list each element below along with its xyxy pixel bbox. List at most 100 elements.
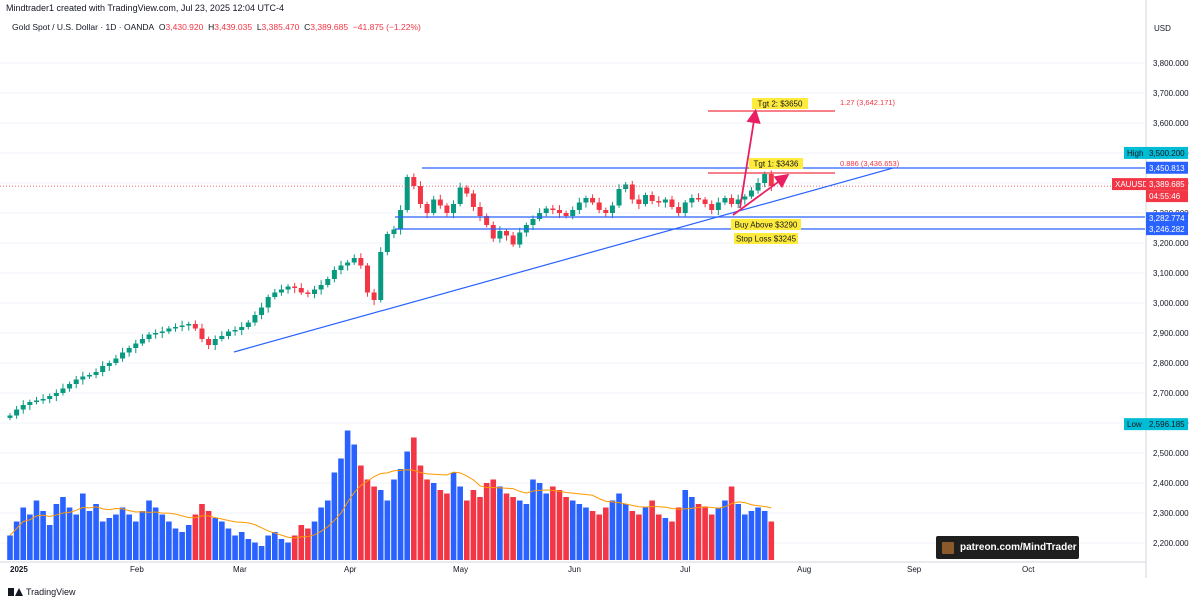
- volume-bar: [728, 486, 735, 560]
- volume-bar: [139, 511, 146, 560]
- candle-body: [451, 204, 457, 213]
- buy-tag-bg: [731, 219, 801, 230]
- volume-bar: [13, 521, 20, 560]
- candle-body: [603, 210, 609, 213]
- brand-text: TradingView: [26, 587, 76, 597]
- volume-bar: [132, 521, 139, 560]
- candle-body: [14, 409, 20, 416]
- candle-body: [391, 229, 397, 234]
- candle-body: [643, 195, 649, 204]
- patreon-text: patreon.com/MindTrader: [960, 542, 1077, 553]
- volume-bar: [318, 507, 324, 560]
- volume-bar: [589, 511, 596, 560]
- volume-bar: [748, 511, 755, 560]
- candle-body: [470, 193, 476, 207]
- candle-body: [570, 210, 576, 216]
- volume-bar: [636, 514, 642, 560]
- candle-body: [398, 210, 404, 230]
- volume-bar: [503, 493, 510, 560]
- buy-tag: Buy Above $3290: [735, 221, 798, 230]
- level-1-badge-bg: [1146, 161, 1188, 174]
- volume-bar: [530, 479, 536, 560]
- patreon-icon: [942, 541, 954, 554]
- volume-bar: [185, 525, 192, 560]
- candle-body: [669, 199, 675, 207]
- volume-bar: [298, 525, 305, 560]
- tradingview-logo-icon: [8, 588, 23, 596]
- symbol-description: Gold Spot / U.S. Dollar · 1D · OANDA: [12, 22, 155, 32]
- low-label: L: [256, 22, 262, 32]
- candle-body: [153, 333, 159, 335]
- candle-body: [351, 258, 357, 263]
- tradingview-brand[interactable]: TradingView: [8, 587, 76, 597]
- volume-bar: [258, 546, 265, 560]
- volume-bar: [424, 479, 430, 560]
- candle-body: [239, 327, 245, 330]
- candle-body: [543, 208, 549, 213]
- y-tick-label: 2,400.000: [1153, 479, 1189, 488]
- volume-bar: [404, 451, 410, 560]
- volume-bar: [119, 507, 126, 560]
- candle-body: [173, 327, 178, 329]
- candle-body: [245, 322, 251, 327]
- candle-body: [285, 286, 291, 290]
- volume-bar: [490, 479, 497, 560]
- volume-bars: [7, 430, 775, 560]
- y-tick-label: 3,000.000: [1153, 299, 1189, 308]
- volume-bar: [391, 479, 397, 560]
- volume-bar: [689, 497, 695, 560]
- candle-body: [33, 400, 39, 402]
- volume-bar: [272, 532, 278, 560]
- y-tick-label: 3,200.000: [1153, 239, 1189, 248]
- candle-body: [411, 177, 417, 186]
- candle-body: [537, 213, 543, 219]
- arrow-to-tgt2: [739, 108, 761, 209]
- volume-bar: [172, 528, 179, 560]
- tgt2-tag-bg: [752, 98, 808, 109]
- volume-bar: [642, 507, 649, 560]
- high-label: H: [208, 22, 215, 32]
- candle-body: [563, 213, 569, 216]
- candle-body: [722, 198, 728, 203]
- volume-bar: [33, 500, 40, 560]
- volume-bar: [497, 486, 503, 560]
- candle-body: [73, 379, 79, 384]
- y-tick-label: 2,800.000: [1153, 359, 1189, 368]
- candle-body: [7, 415, 13, 418]
- volume-bar: [622, 504, 629, 560]
- candle-body: [431, 199, 437, 213]
- volume-bar: [324, 500, 331, 560]
- ohlc-legend: Gold Spot / U.S. Dollar · 1D · OANDA O3,…: [12, 22, 421, 32]
- candle-body: [656, 201, 662, 203]
- candle-body: [371, 292, 377, 300]
- volume-bar: [40, 511, 46, 560]
- y-tick-label: 2,700.000: [1153, 389, 1189, 398]
- level-3-badge-bg: [1146, 223, 1188, 236]
- volume-bar: [252, 542, 258, 560]
- candle-body: [364, 265, 370, 293]
- candle-body: [67, 384, 73, 389]
- volume-bar: [278, 539, 285, 560]
- volume-bar: [735, 504, 741, 560]
- high-tag: High: [1127, 149, 1143, 158]
- volume-bar: [53, 504, 60, 560]
- volume-bar: [477, 497, 483, 560]
- candle-body: [742, 196, 748, 200]
- patreon-banner[interactable]: patreon.com/MindTrader: [936, 536, 1079, 559]
- last-price-badge: 3,389.685: [1149, 180, 1185, 189]
- candle-body: [120, 352, 126, 359]
- volume-bar: [397, 469, 404, 560]
- candle-body: [735, 199, 741, 204]
- volume-bar: [311, 521, 318, 560]
- volume-bar: [146, 500, 152, 560]
- candle-body: [649, 195, 655, 201]
- volume-bar: [73, 514, 79, 560]
- candle-body: [113, 358, 119, 363]
- volume-bar: [603, 507, 609, 560]
- volume-bar: [629, 511, 636, 560]
- tgt2-tag: Tgt 2: $3650: [758, 100, 803, 109]
- low-tag-bg: [1124, 418, 1146, 431]
- volume-bar: [364, 479, 371, 560]
- currency-label: USD: [1154, 24, 1171, 33]
